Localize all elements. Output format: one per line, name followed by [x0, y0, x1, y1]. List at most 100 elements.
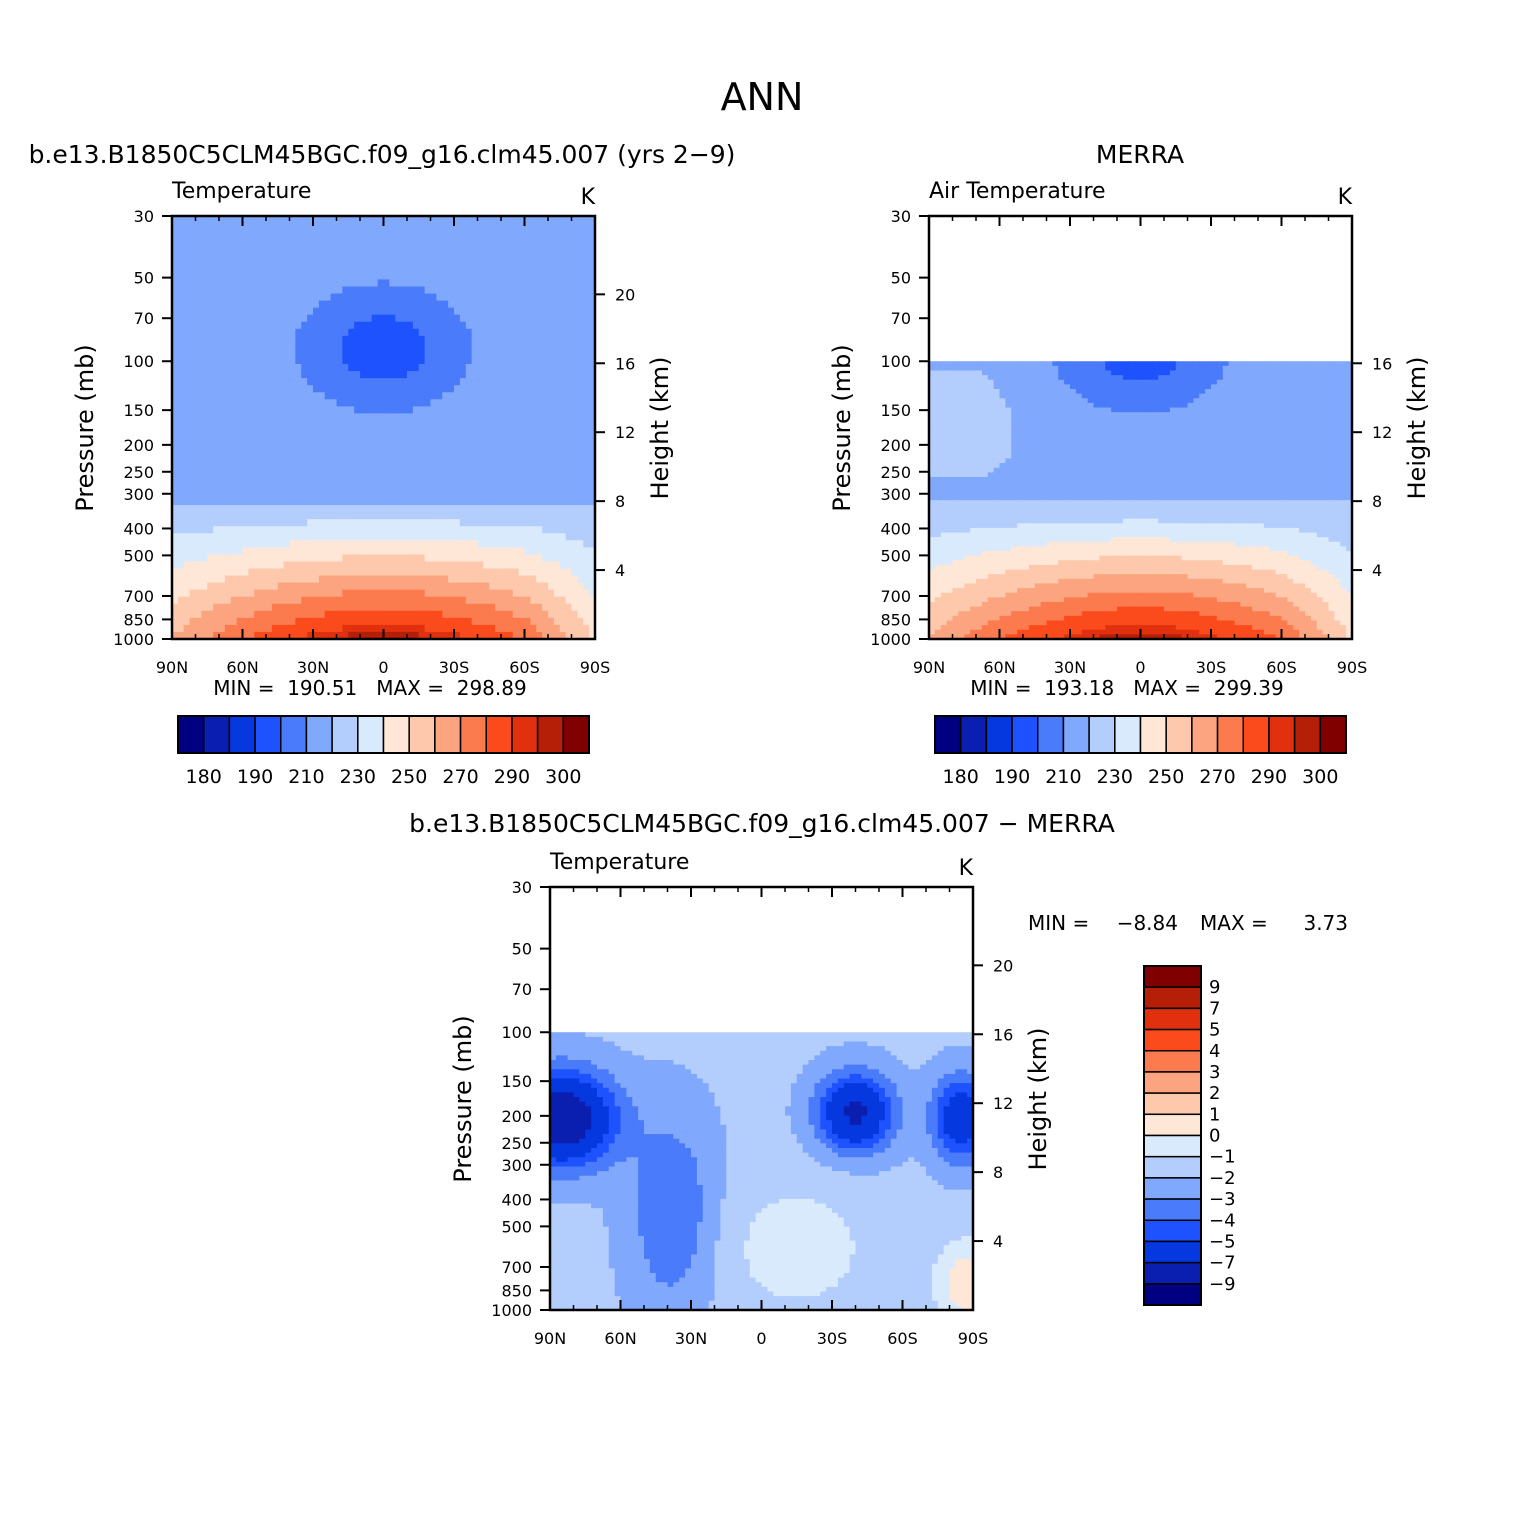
field-cell	[571, 519, 578, 527]
field-cell	[301, 286, 308, 295]
field-cell	[266, 603, 273, 612]
field-cell	[213, 561, 220, 570]
field-cell	[383, 335, 390, 344]
field-cell	[583, 244, 590, 252]
field-cell	[283, 568, 291, 577]
field-cell	[172, 631, 179, 640]
field-cell	[542, 237, 549, 245]
field-cell	[583, 624, 590, 633]
field-cell	[348, 519, 355, 527]
field-cell	[389, 378, 396, 386]
field-cell	[424, 582, 432, 591]
field-cell	[1028, 393, 1036, 399]
field-cell	[418, 230, 426, 238]
field-cell	[1122, 384, 1130, 390]
field-cell	[289, 624, 296, 633]
field-cell	[483, 349, 490, 358]
field-cell	[348, 293, 355, 302]
field-cell	[236, 335, 244, 344]
field-cell	[207, 385, 214, 393]
field-cell	[348, 371, 355, 379]
field-cell	[530, 258, 537, 266]
field-cell	[548, 610, 555, 619]
field-cell	[401, 490, 408, 499]
field-cell	[266, 617, 273, 626]
field-cell	[1240, 370, 1247, 376]
field-cell	[583, 582, 590, 591]
field-cell	[418, 399, 426, 407]
field-cell	[512, 406, 520, 414]
field-cell	[589, 216, 596, 224]
field-cell	[324, 237, 332, 245]
field-cell	[324, 476, 332, 485]
field-cell	[201, 427, 208, 436]
field-cell	[1252, 365, 1259, 372]
field-cell	[307, 321, 314, 330]
field-cell	[177, 244, 185, 252]
field-cell	[318, 413, 326, 422]
field-cell	[172, 610, 179, 619]
field-cell	[512, 420, 520, 429]
field-cell	[565, 624, 573, 633]
field-cell	[307, 342, 314, 351]
field-cell	[307, 469, 314, 478]
field-cell	[248, 237, 255, 245]
field-cell	[553, 413, 561, 422]
field-cell	[172, 272, 179, 281]
field-cell	[365, 490, 373, 499]
field-cell	[471, 420, 479, 429]
field-cell	[571, 483, 578, 492]
field-cell	[348, 589, 355, 598]
field-cell	[207, 448, 214, 457]
field-cell	[207, 420, 214, 429]
field-cell	[412, 589, 420, 598]
field-cell	[295, 251, 302, 259]
field-cell	[283, 378, 291, 386]
field-cell	[224, 314, 232, 323]
field-cell	[230, 237, 238, 245]
field-cell	[271, 413, 279, 422]
field-cell	[301, 462, 308, 471]
colorbar-label: 300	[545, 766, 581, 788]
field-cell	[489, 512, 496, 520]
field-cell	[565, 469, 573, 478]
field-cell	[471, 335, 479, 344]
field-cell	[477, 455, 484, 464]
field-cell	[1287, 384, 1294, 390]
field-cell	[318, 610, 326, 619]
field-cell	[219, 603, 226, 612]
field-cell	[236, 223, 244, 231]
field-cell	[183, 349, 191, 358]
field-cell	[313, 314, 320, 323]
field-cell	[536, 512, 543, 520]
field-cell	[1134, 384, 1142, 390]
field-cell	[189, 575, 197, 584]
field-cell	[577, 420, 584, 429]
field-cell	[565, 476, 573, 485]
field-cell	[342, 561, 349, 570]
field-cell	[301, 469, 308, 478]
field-cell	[383, 293, 390, 302]
field-cell	[277, 561, 285, 570]
field-cell	[1205, 370, 1212, 376]
field-cell	[430, 476, 437, 485]
field-cell	[395, 385, 402, 393]
field-cell	[201, 251, 208, 259]
field-cell	[172, 505, 179, 513]
field-cell	[207, 490, 214, 499]
field-cell	[360, 434, 367, 443]
field-cell	[583, 441, 590, 450]
field-cell	[365, 540, 373, 548]
field-cell	[489, 307, 496, 316]
field-cell	[424, 519, 432, 527]
field-cell	[219, 434, 226, 443]
field-cell	[454, 258, 461, 266]
field-cell	[324, 223, 332, 231]
field-cell	[401, 406, 408, 414]
field-cell	[542, 624, 549, 633]
field-cell	[477, 357, 484, 365]
field-cell	[377, 342, 385, 351]
field-cell	[318, 321, 326, 330]
field-cell	[542, 483, 549, 492]
field-cell	[201, 624, 208, 633]
